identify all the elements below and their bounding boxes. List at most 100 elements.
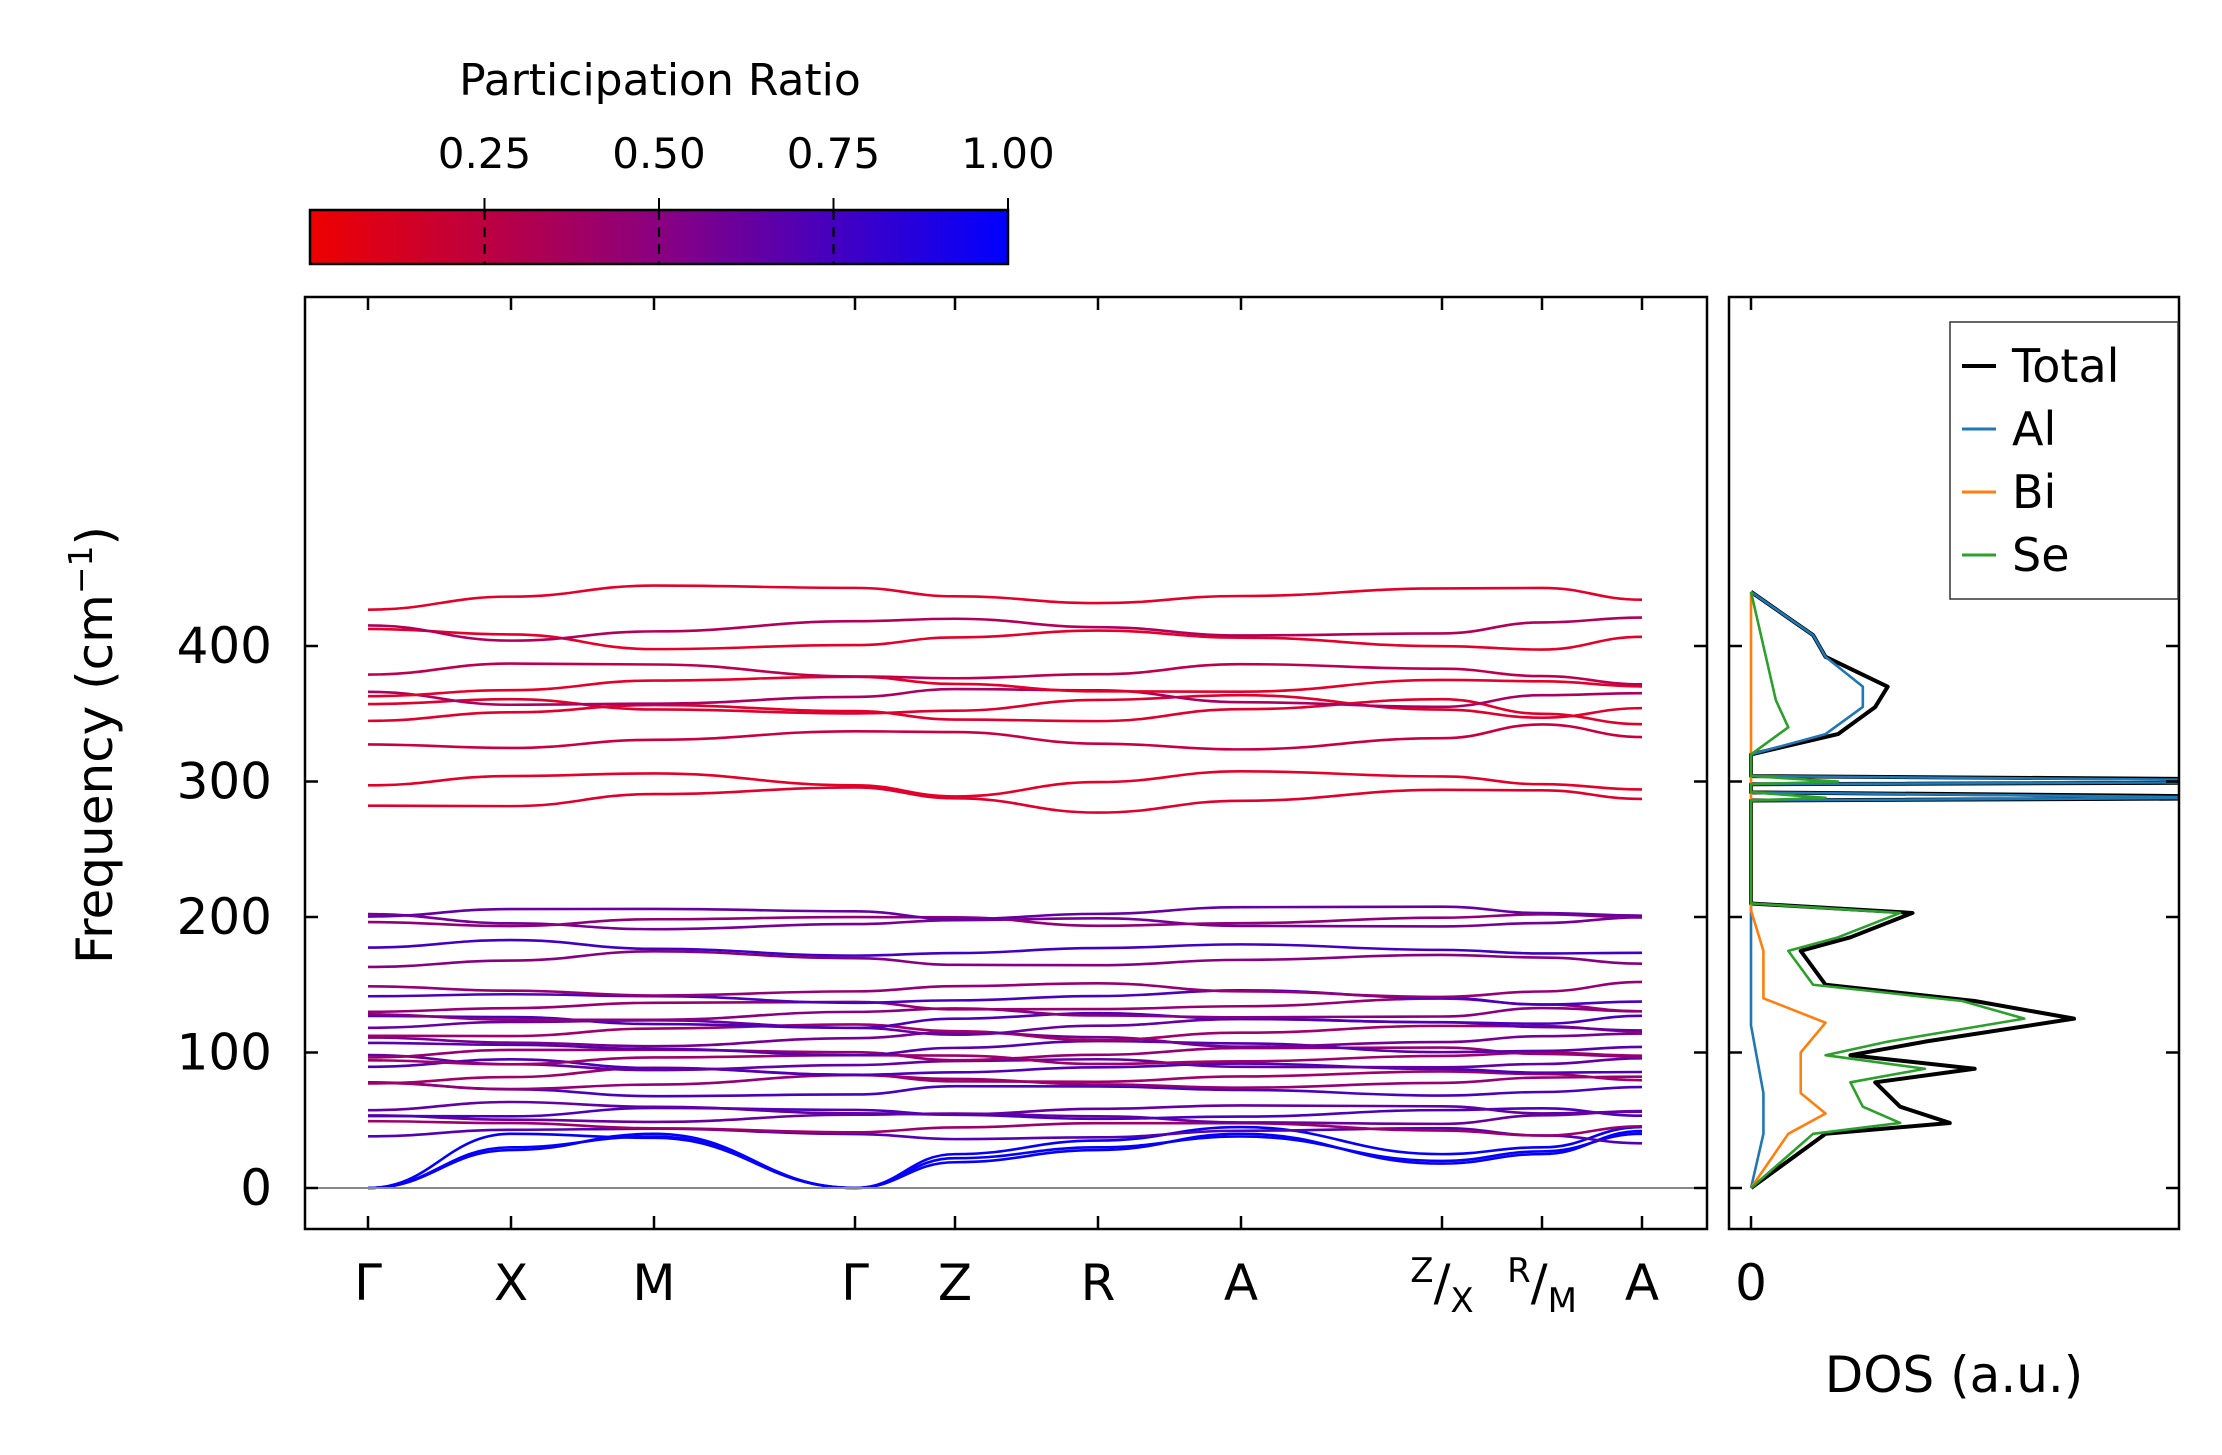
high-optical-band [367,730,956,750]
low-optical-band [954,1070,1443,1084]
flat-band [954,788,1443,814]
low-optical-band [1441,1067,1543,1075]
high-optical-band [1541,691,1643,697]
low-optical-band [367,984,956,997]
low-optical-band [954,1024,1443,1042]
low-optical-band [1541,980,1643,993]
low-optical-band [1541,1000,1643,1006]
legend-label-total: Total [2011,339,2119,393]
low-optical-band [367,1073,956,1091]
mid-optical-band [954,953,1443,967]
high-optical-band [1441,667,1543,678]
y-tick-label: 400 [177,617,272,675]
low-optical-band [1441,1021,1543,1026]
dos-curve-bi [1749,591,1827,1189]
high-optical-band [1441,621,1543,635]
high-optical-band [954,687,1443,709]
dos-curve-al [1749,590,2179,1189]
dos-legend: Total Al Bi Se [1949,321,2179,600]
low-optical-band [954,1121,1443,1132]
low-optical-band [1541,1125,1643,1137]
y-tick-label: 100 [177,1024,272,1082]
low-optical-band [1441,1090,1543,1097]
low-optical-band [1441,1105,1543,1115]
low-optical-band [1541,1070,1643,1075]
high-optical-band [367,703,956,723]
high-optical-band [1541,674,1643,686]
x-tick-label: Z [938,1254,972,1312]
band-axis-ticks [305,297,1707,1229]
high-optical-band [954,697,1443,723]
mid-optical-band [367,912,956,931]
high-optical-band [367,584,956,611]
dos-curve-total [1749,590,2179,1190]
low-optical-band [367,1119,956,1134]
x-tick-label: A [1625,1254,1659,1312]
low-optical-band [954,1108,1443,1121]
flat-band [1541,782,1643,791]
low-optical-band [1541,1110,1643,1115]
y-tick-label: 0 [240,1159,272,1217]
legend-label-se: Se [2012,528,2070,582]
acoustic-band [954,1135,1443,1163]
low-optical-band [1541,1085,1643,1094]
high-optical-band [367,627,956,651]
legend-label-bi: Bi [2012,465,2056,519]
low-optical-band [1541,1014,1643,1026]
high-optical-band [954,662,1443,680]
x-tick-labels: Γ X M Γ Z R A Z/X R/M A [354,1251,1659,1321]
high-optical-band [1541,706,1643,720]
mid-optical-band [954,916,1443,928]
high-optical-band [1441,644,1543,651]
dos-curve-se [1749,591,2026,1189]
high-optical-band [1541,723,1643,739]
mid-optical-band [1441,948,1543,955]
low-optical-band [367,1112,956,1124]
mid-optical-band [367,938,956,957]
low-optical-band [954,981,1443,999]
low-optical-band [954,1126,1443,1141]
low-optical-band [1541,1056,1643,1066]
x-tick-label: Γ [841,1254,869,1312]
flat-band [1541,789,1643,801]
mid-optical-band [1441,953,1543,959]
x-tick-label: R/M [1507,1251,1577,1321]
dos-x-axis-label: DOS (a.u.) [1825,1346,2084,1404]
low-optical-band [1441,1129,1543,1137]
low-optical-band [954,1104,1443,1116]
high-optical-band [1441,697,1543,716]
low-optical-band [367,1023,956,1038]
band-plot-frame [303,295,1709,1231]
x-tick-label: R [1081,1254,1116,1312]
y-axis-label: Frequency (cm−1) [61,526,124,964]
mid-optical-band [1541,956,1643,965]
low-optical-band [367,1041,956,1057]
low-optical-band [1441,1049,1543,1054]
low-optical-band [954,1084,1443,1097]
mid-optical-band [954,943,1443,955]
high-optical-band [367,617,956,642]
high-optical-band [1441,708,1543,720]
colorbar-tick-label: 0.25 [438,129,532,178]
dos-axis-ticks [1729,297,2179,1229]
dos-plot-frame [1727,295,2181,1231]
high-optical-band [954,617,1443,637]
low-optical-band [367,1053,956,1066]
high-optical-band [954,629,1443,648]
high-optical-band [1441,693,1543,709]
acoustic-band [1541,1129,1643,1156]
y-tick-label: 200 [177,888,272,946]
low-optical-band [367,1030,956,1048]
high-optical-band [1441,723,1543,740]
dos-x-tick-label: 0 [1735,1254,1767,1312]
low-optical-band [367,1014,956,1030]
low-optical-band [954,1112,1443,1126]
low-optical-band [1541,1052,1643,1058]
band-lines [367,584,1643,1190]
low-optical-band [1441,1076,1543,1085]
dos-x-tick-labels: 02 [1735,1254,1767,1312]
y-tick-label: 300 [177,753,272,811]
high-optical-band [367,662,956,680]
high-optical-band [1441,678,1543,683]
low-optical-band [1441,1034,1543,1044]
